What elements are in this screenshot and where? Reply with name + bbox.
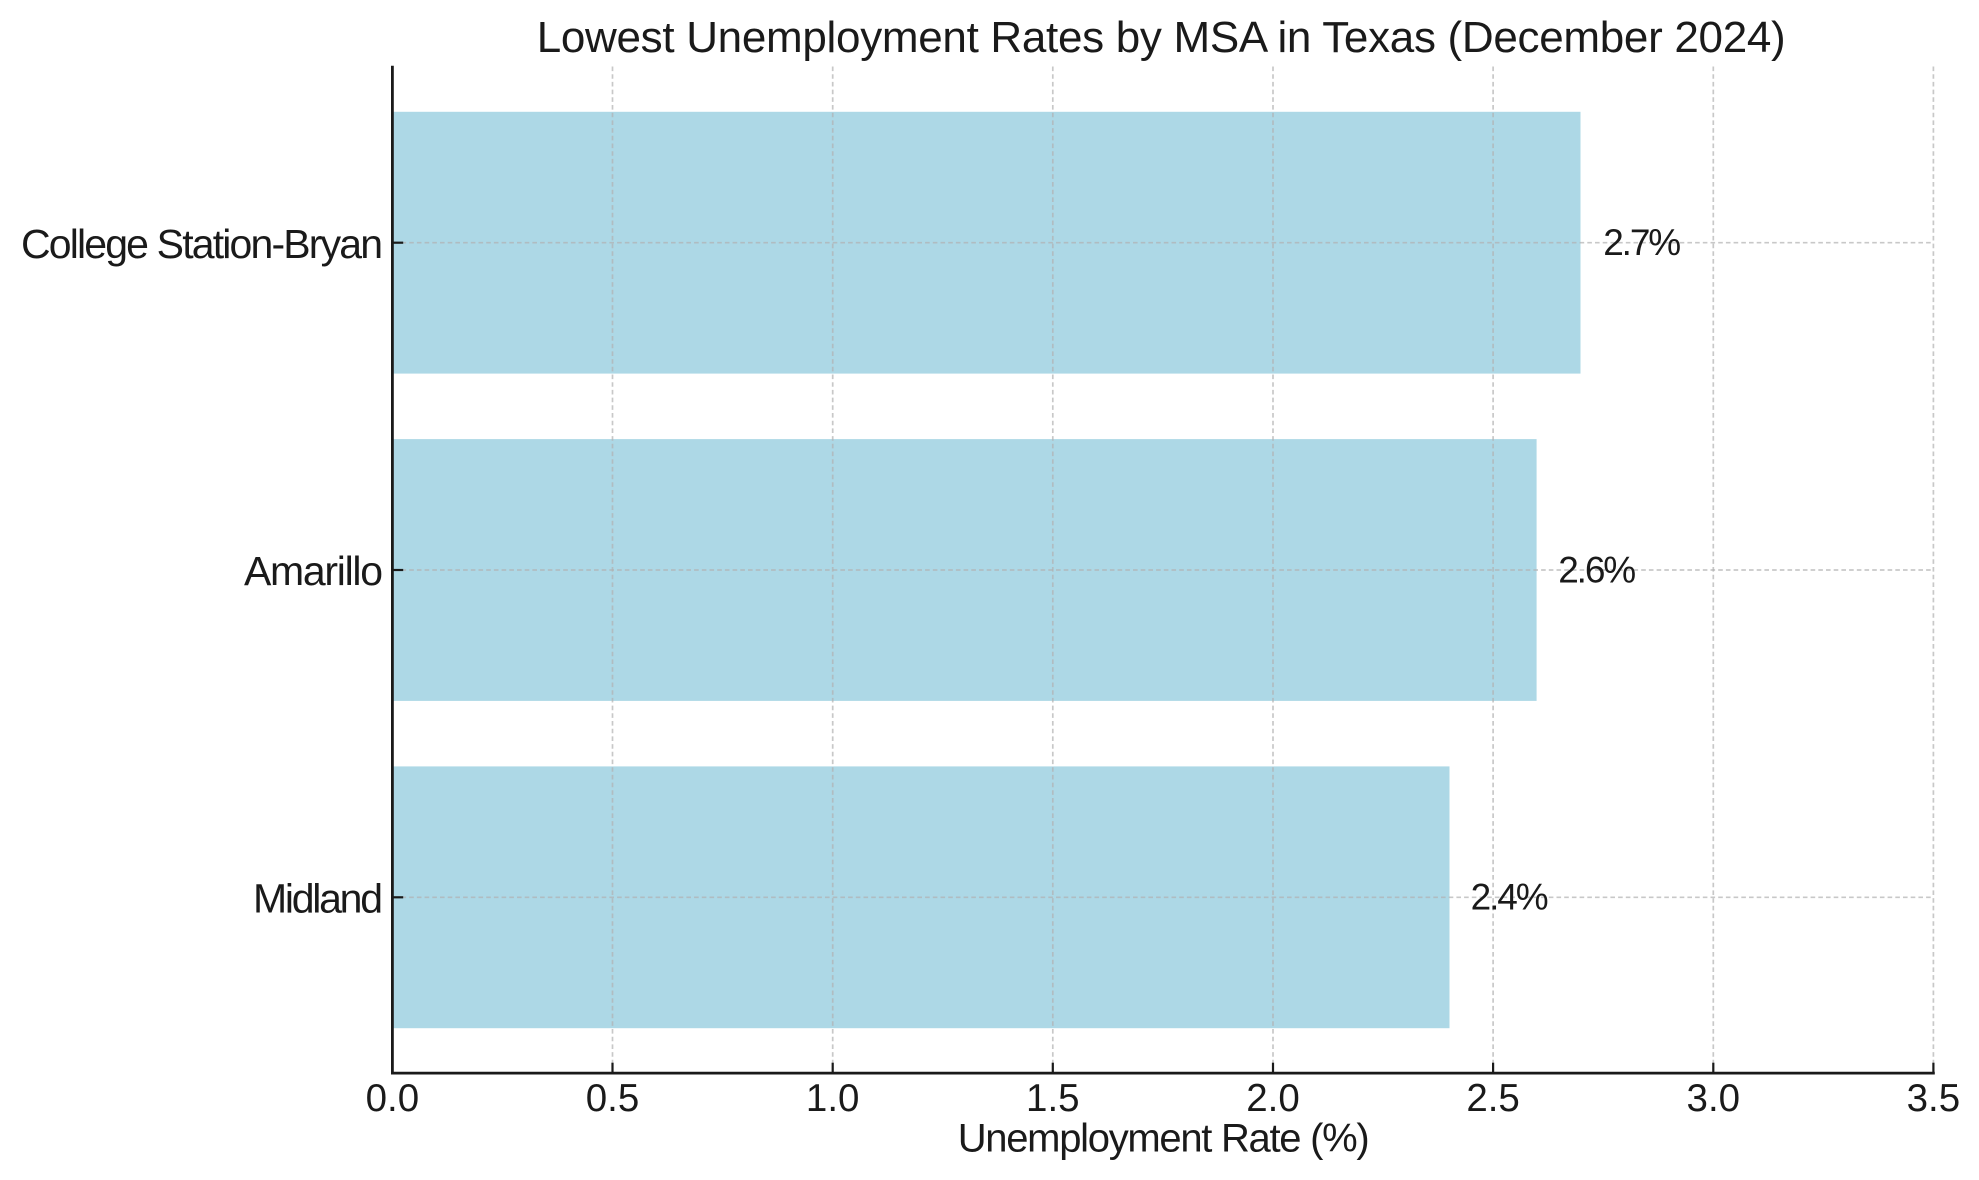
svg-text:Unemployment Rate (%): Unemployment Rate (%) <box>958 1116 1370 1160</box>
svg-text:2.0: 2.0 <box>1246 1077 1300 1120</box>
svg-text:0.0: 0.0 <box>366 1077 420 1120</box>
svg-text:Midland: Midland <box>253 876 383 922</box>
svg-text:Amarillo: Amarillo <box>244 548 383 594</box>
svg-text:Lowest Unemployment Rates by M: Lowest Unemployment Rates by MSA in Texa… <box>537 13 1786 62</box>
svg-text:2.5: 2.5 <box>1466 1077 1520 1120</box>
svg-text:2.6%: 2.6% <box>1558 549 1636 590</box>
svg-text:3.5: 3.5 <box>1907 1077 1961 1120</box>
svg-text:2.7%: 2.7% <box>1603 222 1681 263</box>
svg-text:0.5: 0.5 <box>586 1077 640 1120</box>
svg-text:1.0: 1.0 <box>806 1077 860 1120</box>
svg-text:1.5: 1.5 <box>1026 1077 1080 1120</box>
svg-text:3.0: 3.0 <box>1687 1077 1741 1120</box>
svg-text:2.4%: 2.4% <box>1471 877 1549 918</box>
svg-text:College Station-Bryan: College Station-Bryan <box>21 221 383 267</box>
